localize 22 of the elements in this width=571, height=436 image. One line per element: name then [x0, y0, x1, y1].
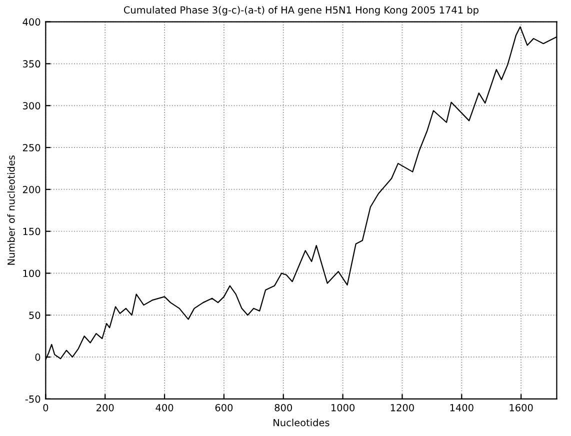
x-axis-title: Nucleotides — [274, 418, 330, 426]
y-tick-label: 350 — [23, 60, 40, 68]
y-tick-label: 150 — [23, 228, 40, 236]
x-tick-label: 1400 — [450, 404, 474, 412]
x-tick-label: 1200 — [390, 404, 414, 412]
y-tick-label: 0 — [35, 354, 40, 361]
y-tick-label: -50 — [25, 395, 40, 403]
y-tick-label: 400 — [22, 18, 40, 26]
x-tick-label: 400 — [156, 404, 174, 412]
x-tick-label: 200 — [96, 404, 114, 412]
x-tick-label: 800 — [274, 404, 292, 412]
y-tick-label: 300 — [23, 102, 40, 110]
x-tick-label: 0 — [43, 404, 48, 412]
y-axis-title: Number of nucleotides — [7, 156, 15, 265]
y-tick-label: 200 — [22, 186, 40, 194]
x-tick-label: 1000 — [331, 404, 355, 412]
x-tick-label: 600 — [215, 404, 233, 412]
chart-title: Cumulated Phase 3(g-c)-(a-t) of HA gene H5N1 Hong Kong 2005 1741 bp — [124, 6, 478, 16]
y-tick-label: 100 — [23, 270, 40, 278]
y-tick-label: 250 — [22, 144, 40, 152]
x-tick-label: 1600 — [510, 404, 533, 412]
y-tick-label: 50 — [29, 312, 40, 319]
